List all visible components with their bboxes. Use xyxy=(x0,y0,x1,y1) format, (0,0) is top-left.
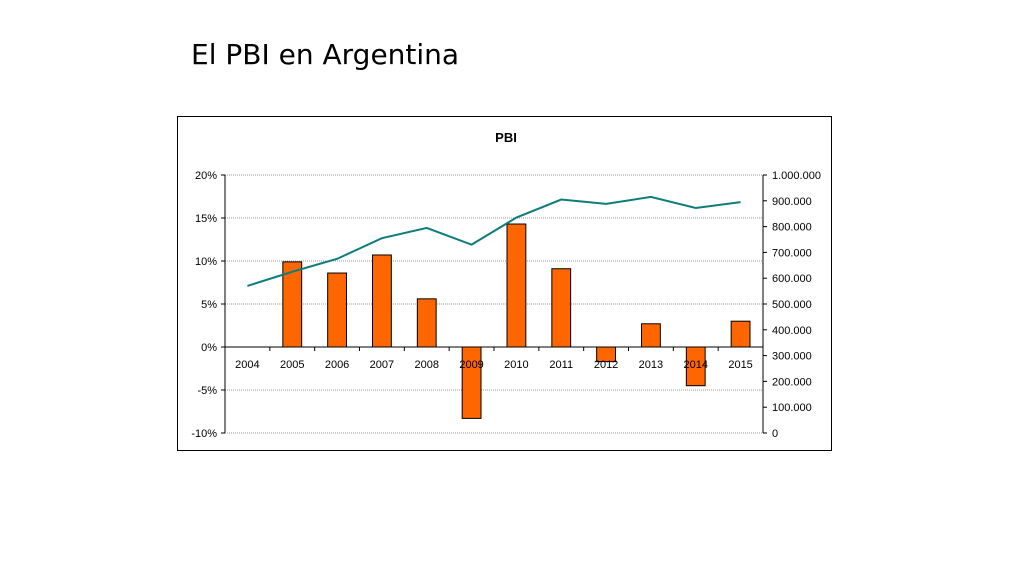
right-tick-label: 400.000 xyxy=(772,325,812,337)
x-tick-label: 2008 xyxy=(415,359,439,371)
slide-title: El PBI en Argentina xyxy=(191,38,460,71)
right-tick-label: 100.000 xyxy=(772,402,812,414)
bar-2008 xyxy=(416,298,437,348)
right-axis-ticks: 0 100.000 200.000 300.000 400.000 500.000 600.… xyxy=(763,170,821,440)
pbi-chart: PBI -10% -5% 0% 5% 10% 15% 20% 0 100.000 200.000… xyxy=(191,130,821,440)
bar-2013 xyxy=(641,323,661,348)
x-tick-label: 2011 xyxy=(549,359,573,371)
chart-title: PBI xyxy=(495,130,517,145)
bar-series xyxy=(282,223,751,419)
left-tick-label: -10% xyxy=(191,428,217,440)
right-tick-label: 900.000 xyxy=(772,196,812,208)
pbi-line xyxy=(247,195,741,287)
left-tick-label: 20% xyxy=(195,170,217,182)
left-tick-label: 5% xyxy=(201,299,217,311)
x-tick-label: 2012 xyxy=(594,359,618,371)
right-tick-label: 700.000 xyxy=(772,247,812,259)
x-tick-label: 2013 xyxy=(639,359,663,371)
bar-2009 xyxy=(461,346,482,419)
left-tick-label: -5% xyxy=(197,385,217,397)
x-tick-label: 2004 xyxy=(235,359,259,371)
right-tick-label: 500.000 xyxy=(772,299,812,311)
bar-2011 xyxy=(551,268,572,348)
x-axis-ticks: 2004 2005 2006 2007 2008 2009 2010 2011 2012 2013… xyxy=(235,359,753,371)
x-tick-label: 2007 xyxy=(370,359,394,371)
right-tick-label: 300.000 xyxy=(772,351,812,363)
right-tick-label: 200.000 xyxy=(772,376,812,388)
x-tick-label: 2010 xyxy=(504,359,528,371)
left-axis-ticks: -10% -5% 0% 5% 10% 15% 20% xyxy=(191,170,225,440)
chart-frame: PBI -10% -5% 0% 5% 10% 15% 20% 0 100.000 200.000… xyxy=(177,116,832,451)
x-tick-label: 2015 xyxy=(728,359,752,371)
left-tick-label: 0% xyxy=(201,342,217,354)
x-tick-label: 2014 xyxy=(684,359,708,371)
x-tick-label: 2009 xyxy=(459,359,483,371)
bar-2010 xyxy=(506,223,527,348)
x-tick-label: 2006 xyxy=(325,359,349,371)
right-tick-label: 0 xyxy=(772,428,778,440)
bar-2015 xyxy=(730,320,751,348)
bar-2007 xyxy=(372,254,392,348)
x-tick-label: 2005 xyxy=(280,359,304,371)
left-tick-label: 10% xyxy=(195,256,217,268)
gridlines xyxy=(225,174,763,434)
left-tick-label: 15% xyxy=(195,213,217,225)
right-tick-label: 600.000 xyxy=(772,273,812,285)
right-tick-label: 1.000.000 xyxy=(772,170,821,182)
line-series xyxy=(247,195,741,287)
right-tick-label: 800.000 xyxy=(772,222,812,234)
bar-2006 xyxy=(327,272,347,348)
